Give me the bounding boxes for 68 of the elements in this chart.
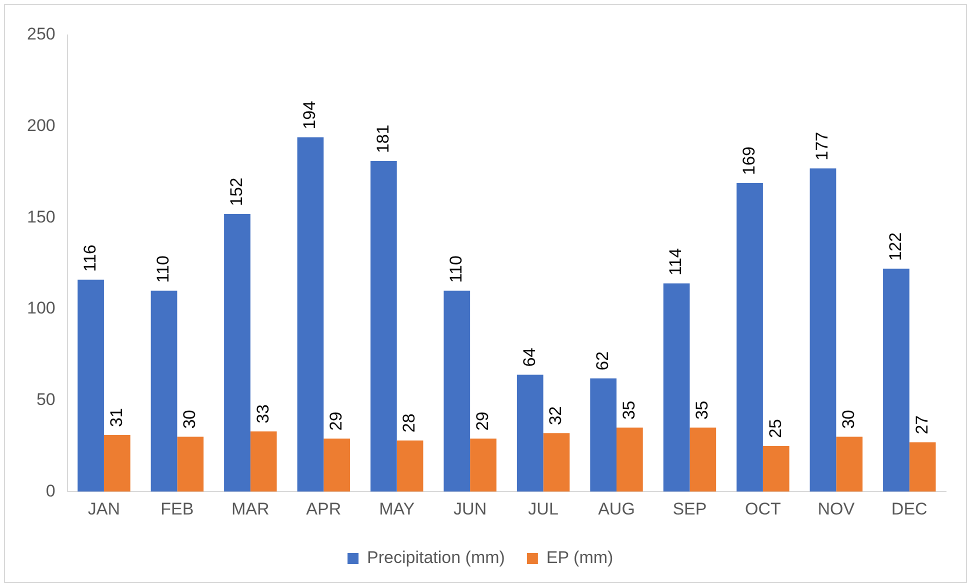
data-label: 194 — [300, 100, 320, 130]
bar — [909, 442, 936, 492]
bar — [690, 428, 716, 492]
legend-label: Precipitation (mm) — [367, 548, 505, 568]
data-label: 27 — [912, 415, 932, 434]
data-label: 31 — [106, 408, 126, 427]
y-tick-label: 100 — [26, 298, 56, 318]
x-tick-label: OCT — [745, 499, 781, 518]
data-label: 116 — [80, 244, 100, 272]
y-tick-label: 150 — [26, 207, 56, 226]
bar — [250, 431, 277, 492]
y-tick-label: 200 — [26, 116, 56, 136]
data-label: 169 — [739, 146, 758, 175]
bar — [810, 168, 836, 492]
data-label: 30 — [839, 410, 858, 429]
data-label: 28 — [400, 414, 419, 432]
data-label: 35 — [619, 400, 638, 420]
y-tick-label: 50 — [36, 390, 56, 409]
y-tick-label: 250 — [26, 24, 56, 44]
bar — [78, 280, 104, 492]
x-tick-label: DEC — [891, 499, 928, 518]
data-label: 122 — [886, 232, 905, 261]
x-tick-label: AUG — [598, 499, 635, 518]
data-label: 181 — [373, 124, 392, 154]
bar — [762, 446, 790, 492]
bar — [663, 283, 690, 492]
data-label: 35 — [692, 400, 712, 420]
bar — [297, 137, 324, 492]
data-label: 110 — [154, 256, 173, 283]
bar — [590, 378, 617, 492]
data-label: 114 — [666, 248, 686, 276]
bar — [104, 434, 130, 492]
y-tick-label: 0 — [46, 481, 56, 500]
x-tick-label: APR — [306, 499, 342, 518]
bar — [616, 428, 643, 492]
x-tick-label: SEP — [672, 499, 707, 518]
data-label: 29 — [472, 412, 492, 431]
data-label: 33 — [253, 404, 272, 424]
data-label: 64 — [520, 348, 539, 367]
x-tick-label: JAN — [88, 499, 120, 518]
x-tick-label: NOV — [818, 499, 856, 518]
bar — [396, 440, 424, 492]
bar — [370, 161, 397, 492]
data-label: 30 — [180, 410, 200, 429]
bar — [470, 438, 496, 492]
legend-label: EP (mm) — [546, 548, 614, 568]
x-tick-label: JUN — [454, 499, 487, 518]
data-label: 110 — [446, 256, 466, 283]
x-tick-label: JUL — [528, 499, 558, 518]
x-tick-label: MAR — [232, 499, 270, 518]
bar — [150, 290, 178, 492]
bar — [836, 436, 863, 492]
x-tick-label: MAY — [379, 499, 415, 518]
bar — [224, 214, 250, 492]
bar — [516, 374, 544, 492]
data-label: 152 — [226, 178, 246, 206]
data-label: 32 — [546, 406, 566, 426]
data-label: 29 — [326, 412, 346, 431]
data-label: 25 — [766, 419, 785, 438]
data-label: 62 — [593, 351, 612, 370]
data-label: 177 — [812, 132, 832, 160]
bar — [543, 433, 570, 492]
bar — [177, 436, 204, 492]
bar — [324, 438, 350, 492]
x-tick-label: FEB — [160, 499, 194, 518]
bar — [883, 268, 910, 492]
bar — [736, 182, 763, 492]
bar — [444, 290, 470, 492]
